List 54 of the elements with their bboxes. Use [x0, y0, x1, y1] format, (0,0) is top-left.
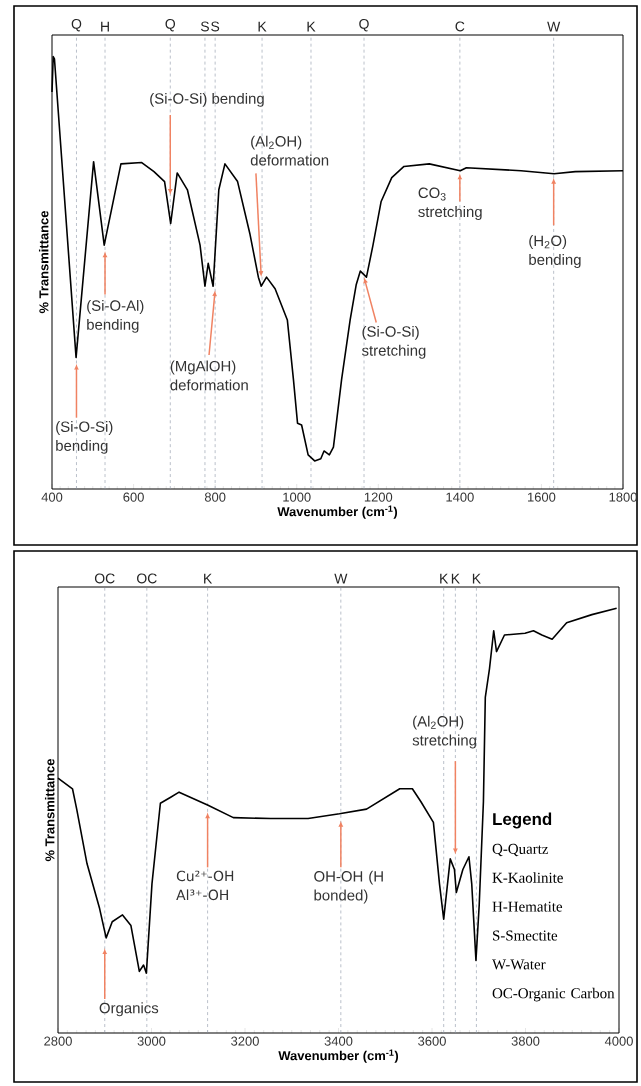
ref-line-label: K — [451, 573, 460, 584]
annotation: (Si-O-Si) bending — [56, 421, 113, 454]
x-tick-label: 3600 — [418, 1036, 446, 1046]
x-tick-label: 3800 — [511, 1036, 540, 1046]
y-axis-title: % Transmittance — [44, 758, 55, 862]
ref-line-label: K — [204, 573, 213, 584]
x-tick-label: 3400 — [324, 1036, 353, 1046]
ref-line-label: K — [472, 573, 481, 584]
annotation: CO$_{3}$ stretching — [418, 187, 482, 220]
annotation: Q-Quartz — [492, 843, 549, 857]
ref-line-label: H — [101, 21, 109, 32]
x-tick-label: 1200 — [364, 492, 393, 502]
y-axis-title: % Transmittance — [38, 210, 49, 314]
ref-line-label: S — [211, 21, 220, 32]
annotation: W-Water — [492, 959, 546, 970]
ref-line-label: K — [307, 21, 316, 32]
ref-line-label: Q — [71, 19, 82, 32]
annotation: S-Smectite — [493, 930, 558, 941]
x-axis-title: Wavenumber (cm$^{-1}$) — [277, 505, 398, 519]
annotation: (MgAlOH) deformation — [170, 360, 248, 391]
annotation: H-Hematite — [492, 901, 563, 912]
annotation: K-Kaolinite — [492, 872, 563, 883]
ref-line-label: S — [200, 21, 209, 32]
x-tick-label: 3000 — [137, 1036, 166, 1046]
annotation: Legend — [493, 812, 552, 829]
annotation: Cu²⁺-OH Al³⁺-OH — [176, 870, 234, 901]
ref-line-label: OC — [94, 573, 115, 584]
annotation: (Si-O-Si) bending — [150, 92, 264, 107]
annotation: OC-Organic Carbon — [492, 987, 615, 1002]
x-tick-label: 400 — [41, 492, 63, 502]
ref-line-label: C — [455, 21, 465, 32]
x-tick-label: 2800 — [44, 1036, 72, 1046]
annotation: (Al$_{2}$OH) stretching — [412, 715, 476, 749]
x-tick-label: 800 — [204, 492, 226, 502]
ref-line-label: OC — [137, 573, 157, 584]
ref-line-label: K — [258, 21, 267, 32]
annotation: (Si-O-Si) stretching — [361, 325, 426, 359]
annotation: (Al$_{2}$OH) deformation — [250, 135, 329, 166]
annotation: (H$_{2}$O) bending — [529, 235, 581, 268]
x-tick-label: 1400 — [446, 492, 474, 502]
ref-line-label: W — [547, 21, 561, 32]
x-axis-title: Wavenumber (cm$^{-1}$) — [278, 1049, 399, 1063]
x-tick-label: 1000 — [283, 492, 311, 502]
ref-line-label: Q — [165, 19, 176, 32]
x-tick-label: 600 — [123, 492, 144, 502]
x-tick-label: 3200 — [231, 1036, 259, 1046]
annotation: (Si-O-Al) bending — [87, 299, 144, 333]
ref-line-label: Q — [359, 19, 369, 32]
annotation: OH-OH (H bonded) — [314, 870, 383, 904]
annotation: Organics — [99, 1002, 159, 1017]
x-tick-label: 4000 — [604, 1036, 633, 1046]
x-tick-label: 1600 — [528, 492, 556, 502]
ref-line-label: K — [440, 573, 449, 584]
ref-line-label: W — [334, 573, 348, 584]
